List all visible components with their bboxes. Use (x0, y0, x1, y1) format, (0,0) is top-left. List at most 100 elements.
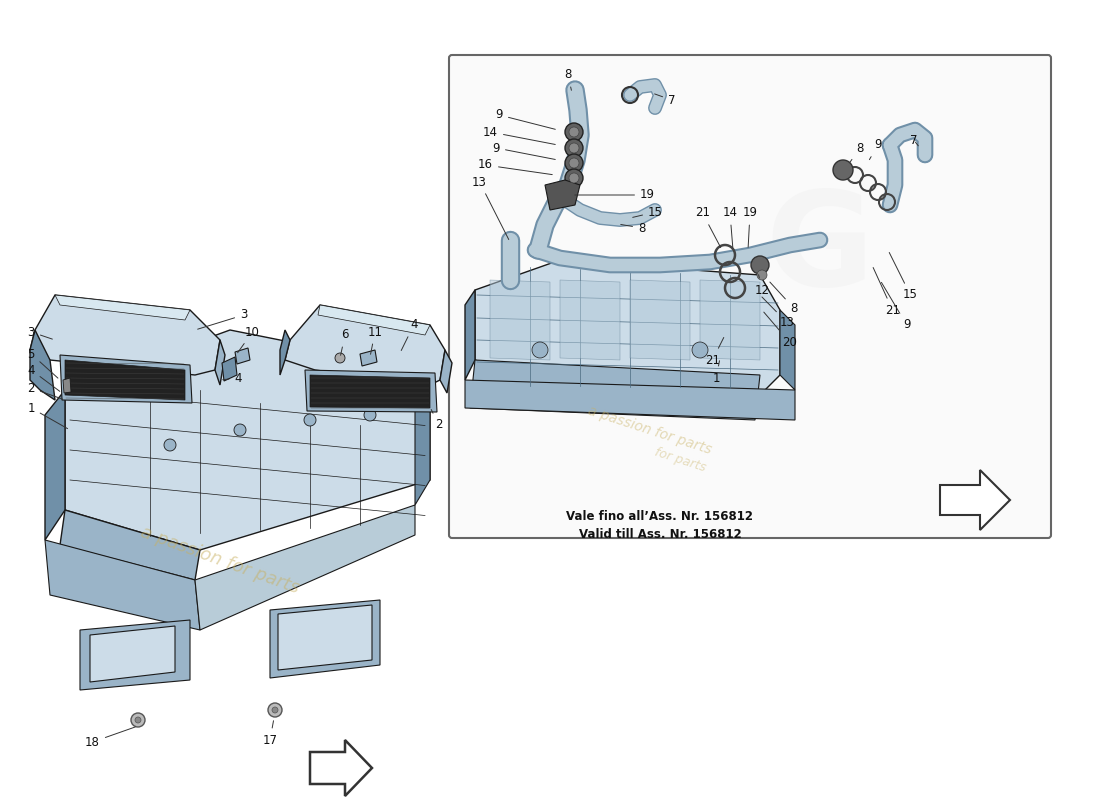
Text: 3: 3 (198, 309, 248, 329)
Polygon shape (465, 290, 475, 380)
Text: 13: 13 (472, 175, 508, 239)
Text: 17: 17 (263, 721, 277, 746)
Text: 19: 19 (575, 189, 654, 202)
Polygon shape (45, 540, 200, 630)
Text: 21: 21 (705, 338, 724, 366)
Circle shape (833, 160, 853, 180)
Text: 20: 20 (763, 312, 796, 349)
Polygon shape (55, 295, 190, 320)
Polygon shape (80, 620, 190, 690)
Text: 21: 21 (873, 267, 900, 317)
Text: 8: 8 (770, 282, 798, 314)
Polygon shape (780, 310, 795, 390)
Circle shape (565, 123, 583, 141)
Text: 12: 12 (755, 274, 770, 297)
Polygon shape (940, 470, 1010, 530)
Circle shape (364, 409, 376, 421)
Circle shape (268, 703, 282, 717)
Polygon shape (490, 280, 550, 360)
Circle shape (569, 127, 579, 137)
Text: G: G (766, 186, 874, 314)
Text: 8: 8 (849, 142, 864, 162)
Polygon shape (415, 370, 430, 505)
Polygon shape (475, 260, 780, 395)
Polygon shape (470, 360, 760, 420)
Text: Vale fino all’Ass. Nr. 156812
Valid till Ass. Nr. 156812: Vale fino all’Ass. Nr. 156812 Valid till… (566, 510, 754, 541)
Polygon shape (63, 378, 72, 393)
Polygon shape (270, 600, 380, 678)
Text: 6: 6 (341, 329, 349, 355)
Circle shape (757, 270, 767, 280)
Text: 4: 4 (223, 371, 242, 385)
Text: 1: 1 (713, 361, 721, 385)
Circle shape (569, 173, 579, 183)
Text: 19: 19 (742, 206, 758, 247)
Circle shape (569, 158, 579, 168)
Text: 16: 16 (478, 158, 552, 174)
Text: 8: 8 (564, 69, 572, 90)
Circle shape (304, 414, 316, 426)
Polygon shape (280, 330, 290, 375)
Text: 14: 14 (483, 126, 556, 145)
Polygon shape (195, 505, 415, 630)
Polygon shape (544, 180, 580, 210)
Polygon shape (90, 626, 175, 682)
Text: 18: 18 (85, 727, 135, 749)
Text: 13: 13 (762, 297, 795, 330)
Text: 10: 10 (238, 326, 260, 353)
Polygon shape (65, 330, 430, 550)
Text: 4: 4 (402, 318, 418, 350)
Circle shape (569, 143, 579, 153)
Circle shape (234, 424, 246, 436)
Polygon shape (630, 280, 690, 360)
Circle shape (532, 342, 548, 358)
Circle shape (565, 139, 583, 157)
Text: 2: 2 (431, 410, 442, 431)
Text: for parts: for parts (652, 446, 707, 474)
FancyBboxPatch shape (449, 55, 1050, 538)
Text: 21: 21 (695, 206, 721, 247)
Polygon shape (30, 330, 55, 400)
Circle shape (565, 154, 583, 172)
Polygon shape (65, 360, 185, 400)
Circle shape (692, 342, 708, 358)
Polygon shape (560, 280, 620, 360)
Polygon shape (285, 305, 446, 385)
Text: 2: 2 (28, 382, 63, 399)
Text: 15: 15 (889, 253, 917, 302)
Text: 14: 14 (723, 206, 737, 247)
Polygon shape (30, 295, 220, 375)
Circle shape (272, 707, 278, 713)
Text: 7: 7 (654, 94, 675, 106)
Polygon shape (310, 740, 372, 796)
Polygon shape (305, 370, 437, 412)
Polygon shape (310, 375, 430, 408)
Text: 8: 8 (620, 222, 646, 234)
Polygon shape (60, 510, 200, 580)
Circle shape (164, 439, 176, 451)
Text: 9: 9 (881, 282, 911, 331)
Circle shape (131, 713, 145, 727)
Polygon shape (45, 390, 65, 540)
Text: a passion for parts: a passion for parts (139, 523, 301, 597)
Text: 9: 9 (495, 109, 556, 130)
Text: 11: 11 (367, 326, 383, 354)
Circle shape (336, 353, 345, 363)
Text: 7: 7 (910, 134, 918, 146)
Polygon shape (214, 340, 225, 385)
Polygon shape (360, 350, 377, 366)
Text: 15: 15 (632, 206, 663, 218)
Circle shape (751, 256, 769, 274)
Text: 4: 4 (28, 363, 59, 391)
Polygon shape (465, 380, 795, 420)
Polygon shape (278, 605, 372, 670)
Polygon shape (700, 280, 760, 360)
Polygon shape (60, 355, 192, 403)
Polygon shape (235, 348, 250, 364)
Polygon shape (222, 357, 236, 381)
Text: 9: 9 (493, 142, 556, 159)
Circle shape (565, 169, 583, 187)
Polygon shape (440, 350, 452, 393)
Text: a passion for parts: a passion for parts (586, 403, 714, 457)
Text: 3: 3 (28, 326, 53, 339)
